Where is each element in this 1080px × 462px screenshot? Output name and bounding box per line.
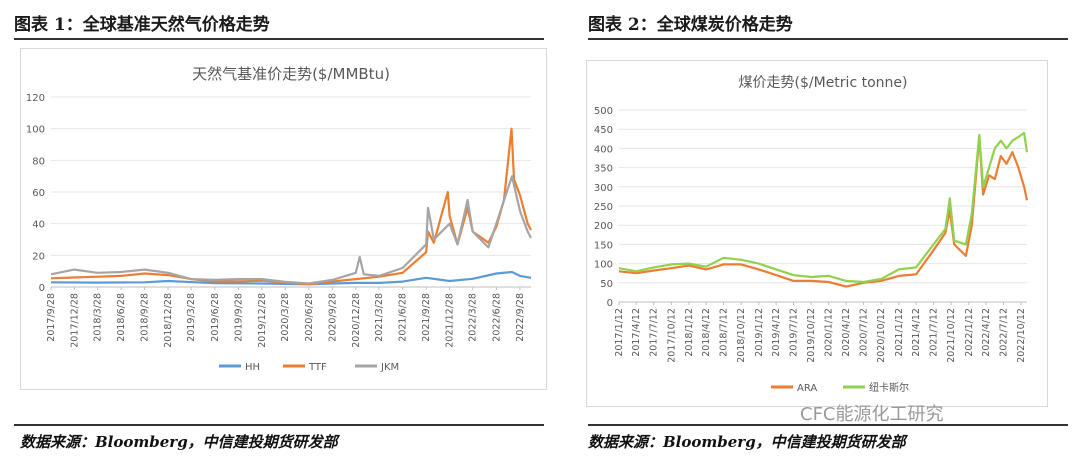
figure2-chart: 煤价走势($/Metric tonne) 0 50 100 150 200 250 300 35…: [586, 60, 1048, 407]
y-tick-label: 400: [594, 144, 613, 155]
x-tick-label: 2017/4/12: [631, 308, 642, 357]
y-tick-label: 50: [600, 279, 613, 290]
x-tick-label: 2022/3/28: [468, 293, 479, 342]
x-tick-label: 2019/4/12: [771, 308, 782, 357]
x-tick-label: 2018/3/28: [92, 293, 103, 342]
x-tick-label: 2022/10/12: [1016, 308, 1027, 363]
x-tick-label: 2021/9/28: [421, 293, 432, 342]
x-tick-label: 2019/1/12: [754, 308, 765, 357]
x-tick-label: 2020/1/12: [824, 308, 835, 357]
figure1-rule: [14, 38, 544, 40]
watermark: CFC能源化工研究: [800, 404, 944, 425]
x-tick-label: 2020/4/12: [841, 308, 852, 357]
x-tick-label: 2022/1/12: [964, 308, 975, 357]
x-tick-label: 2019/10/12: [806, 308, 817, 363]
legend-label: ARA: [797, 383, 817, 394]
y-tick-label: 120: [26, 93, 45, 104]
figure2-source: 数据来源：Bloomberg，中信建投期货研发部: [588, 433, 906, 451]
figure1-bottom-rule: [14, 424, 544, 426]
x-tick-label: 2022/9/28: [515, 293, 526, 342]
x-tick-label: 2021/1/12: [894, 308, 905, 357]
figure2-caption: 图表 2：全球煤炭价格走势: [588, 15, 793, 35]
y-tick-label: 60: [32, 188, 45, 199]
x-tick-label: 2017/9/28: [46, 293, 57, 342]
x-tick-label: 2017/7/12: [649, 308, 660, 357]
x-tick-label: 2020/6/28: [304, 293, 315, 342]
x-tick-label: 2022/7/12: [998, 308, 1009, 357]
x-tick-label: 2021/4/12: [911, 308, 922, 357]
x-tick-label: 2018/7/12: [719, 308, 730, 357]
y-tick-label: 40: [32, 220, 45, 231]
legend-label: JKM: [380, 362, 399, 373]
x-tick-label: 2021/7/12: [929, 308, 940, 357]
x-tick-label: 2018/6/28: [116, 293, 127, 342]
figure1-source: 数据来源：Bloomberg，中信建投期货研发部: [20, 433, 338, 451]
x-tick-label: 2021/12/28: [445, 293, 456, 348]
x-tick-label: 2021/10/12: [946, 308, 957, 363]
x-tick-label: 2022/6/28: [491, 293, 502, 342]
series-line-ARA: [618, 135, 1029, 288]
y-tick-label: 150: [594, 240, 613, 251]
coal-price-chart: 煤价走势($/Metric tonne) 0 50 100 150 200 250 300 35…: [594, 75, 1029, 394]
x-tick-label: 2020/9/28: [327, 293, 338, 342]
y-tick-label: 200: [594, 221, 613, 232]
x-tick-label: 2018/1/12: [684, 308, 695, 357]
x-tick-label: 2019/12/28: [257, 293, 268, 348]
x-tick-label: 2021/3/28: [374, 293, 385, 342]
x-tick-label: 2022/4/12: [981, 308, 992, 357]
series-line-纽卡斯尔: [618, 131, 1029, 284]
x-tick-label: 2020/12/28: [351, 293, 362, 348]
series-line-JKM: [50, 175, 532, 285]
legend-label: 纽卡斯尔: [869, 381, 909, 394]
x-tick-label: 2020/10/12: [876, 308, 887, 363]
series-line-HH: [50, 270, 532, 286]
y-tick-label: 350: [594, 164, 613, 175]
x-tick-label: 2019/9/28: [233, 293, 244, 342]
x-tick-label: 2020/7/12: [859, 308, 870, 357]
x-tick-label: 2018/4/12: [701, 308, 712, 357]
x-tick-label: 2017/10/12: [666, 308, 677, 363]
legend-label: HH: [245, 362, 260, 373]
y-tick-label: 100: [26, 125, 45, 136]
x-tick-label: 2018/12/28: [163, 293, 174, 348]
x-tick-label: 2018/10/12: [736, 308, 747, 363]
x-tick-label: 2017/12/28: [69, 293, 80, 348]
series-line-TTF: [50, 127, 532, 286]
y-tick-label: 500: [594, 106, 613, 117]
chart-title: 煤价走势($/Metric tonne): [739, 75, 908, 91]
x-tick-label: 2019/3/28: [186, 293, 197, 342]
x-tick-label: 2017/1/12: [614, 308, 625, 357]
y-tick-label: 300: [594, 183, 613, 194]
x-tick-label: 2019/6/28: [210, 293, 221, 342]
figure1-caption: 图表 1：全球基准天然气价格走势: [14, 15, 270, 35]
x-tick-label: 2021/6/28: [398, 293, 409, 342]
y-tick-label: 450: [594, 125, 613, 136]
x-tick-label: 2020/3/28: [280, 293, 291, 342]
figure1-chart: 天然气基准价走势($/MMBtu) 0 20 40 60 80 100 120 2017/9/2…: [20, 48, 547, 390]
figure2-bottom-rule: [588, 424, 1068, 426]
chart-title: 天然气基准价走势($/MMBtu): [192, 65, 390, 83]
x-tick-label: 2019/7/12: [789, 308, 800, 357]
y-tick-label: 100: [594, 260, 613, 271]
y-tick-label: 0: [607, 298, 613, 309]
figure2-rule: [588, 38, 1068, 40]
y-tick-label: 20: [32, 251, 45, 262]
x-tick-label: 2018/9/28: [140, 293, 151, 342]
legend-label: TTF: [308, 362, 327, 373]
y-tick-label: 0: [39, 283, 45, 294]
y-tick-label: 80: [32, 156, 45, 167]
gas-price-chart: 天然气基准价走势($/MMBtu) 0 20 40 60 80 100 120 2017/9/2…: [26, 65, 532, 373]
y-tick-label: 250: [594, 202, 613, 213]
